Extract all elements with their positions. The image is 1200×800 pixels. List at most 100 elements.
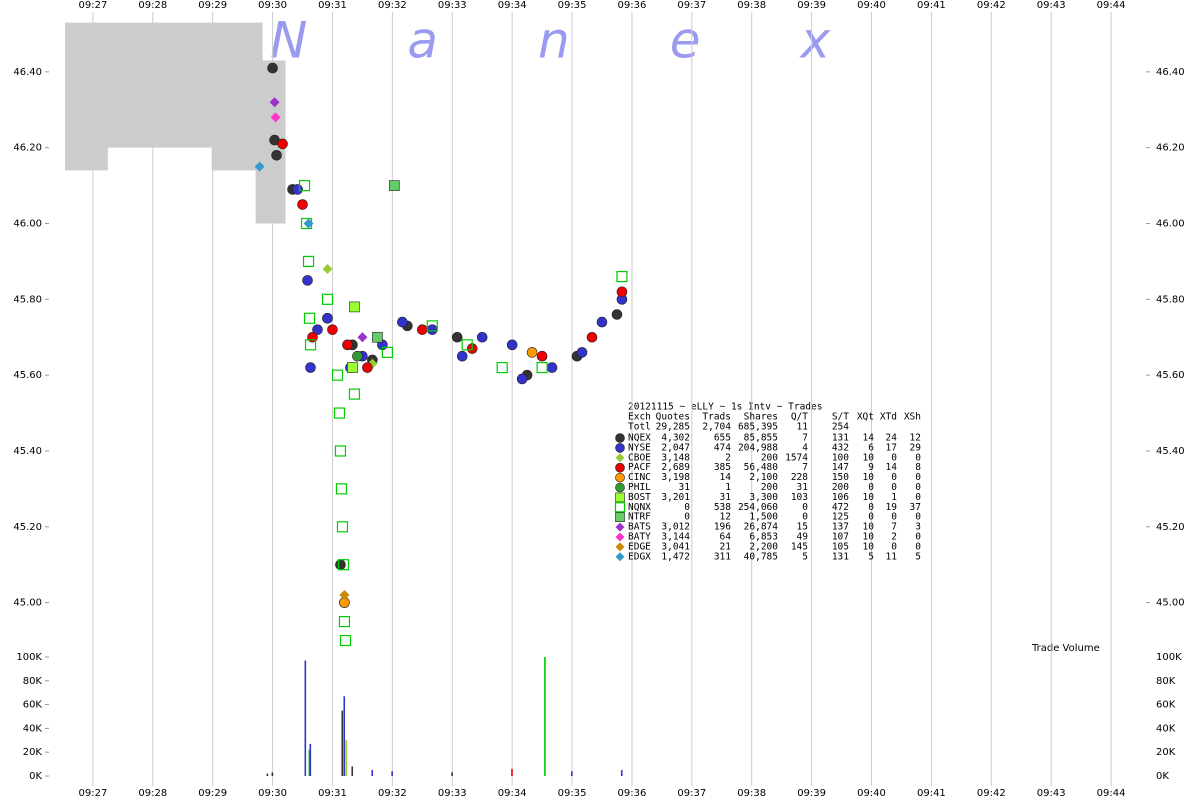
trade-marker xyxy=(362,362,373,373)
trade-marker xyxy=(546,362,558,373)
trade-marker xyxy=(334,445,347,457)
legend-cell: 254 xyxy=(832,422,849,433)
legend-cell: 2,200 xyxy=(749,541,778,552)
trade-marker xyxy=(372,331,383,343)
x-tick-label: 09:42 xyxy=(977,0,1006,11)
legend-cell: 3,012 xyxy=(661,522,690,533)
x-tick-label: 09:30 xyxy=(258,788,287,799)
trade-marker xyxy=(297,199,308,210)
legend-cell: 4 xyxy=(802,442,808,453)
legend-cell: 24 xyxy=(886,433,898,444)
x-tick-label: 09:28 xyxy=(138,788,167,799)
legend-cell: 685,395 xyxy=(738,422,778,433)
trade-marker xyxy=(269,97,280,108)
volume-bar xyxy=(266,773,269,776)
legend-cell: 655 xyxy=(714,433,731,444)
x-tick-label: 09:36 xyxy=(618,0,647,11)
volume-bar xyxy=(620,770,623,776)
legend-name: BATS xyxy=(628,522,651,533)
volume-bar xyxy=(544,657,546,776)
trade-marker xyxy=(254,161,265,172)
legend-cell: 3 xyxy=(915,522,921,533)
legend-cell: 37 xyxy=(910,502,921,513)
legend-cell: 0 xyxy=(915,541,921,552)
legend-cell: 10 xyxy=(863,452,875,463)
trade-marker xyxy=(302,255,315,268)
y-tick-label: 45.00 xyxy=(1156,598,1185,609)
legend-cell: 4,302 xyxy=(661,433,690,444)
legend-name: NQEX xyxy=(628,433,651,444)
trade-marker xyxy=(586,331,598,343)
legend-cell: 1574 xyxy=(785,452,808,463)
y-tick-label: 46.00 xyxy=(1156,219,1185,230)
legend-name: NQNX xyxy=(628,502,651,513)
legend-marker xyxy=(614,502,626,513)
trade-marker xyxy=(298,179,311,192)
x-tick-label: 09:41 xyxy=(917,0,946,11)
legend-cell: 145 xyxy=(791,541,808,552)
watermark: Nanex xyxy=(270,12,930,70)
legend-cell: 1,472 xyxy=(661,551,690,562)
legend-cell: 6,853 xyxy=(749,532,778,543)
legend-marker xyxy=(615,453,625,463)
trade-marker xyxy=(461,339,473,351)
legend-name: BATY xyxy=(628,532,651,543)
legend-cell: 15 xyxy=(797,522,808,533)
legend-cell: 0 xyxy=(802,502,808,513)
y-tick-label: 45.40 xyxy=(1156,446,1185,457)
legend-cell: 5 xyxy=(868,551,874,562)
x-tick-label: 09:38 xyxy=(737,0,766,11)
trade-marker xyxy=(536,361,548,374)
legend-name: EDGE xyxy=(628,541,651,552)
volume-bar xyxy=(511,768,513,776)
legend-cell: 7 xyxy=(802,433,808,444)
volume-tick-label: 0K xyxy=(1156,771,1169,782)
legend-cell: 0 xyxy=(915,482,921,493)
legend-cell: 64 xyxy=(720,532,732,543)
trade-marker xyxy=(303,312,316,324)
volume-bar xyxy=(343,696,346,776)
x-tick-label: 09:27 xyxy=(78,0,107,11)
trade-marker xyxy=(304,339,317,351)
legend-cell: 147 xyxy=(832,462,849,473)
legend-cell: 105 xyxy=(832,541,849,552)
legend-cell: 228 xyxy=(791,472,808,483)
quote-spread xyxy=(64,22,286,224)
legend-cell: 12 xyxy=(720,512,731,523)
legend-marker xyxy=(615,522,625,532)
x-tick-label: 09:37 xyxy=(677,788,706,799)
y-tick-label: 45.40 xyxy=(13,446,42,457)
text-layer: 09:27 09:27 09:28 09:28 09:29 09:29 09:30 09:30… xyxy=(13,0,1184,799)
volume-tick-label: 40K xyxy=(1156,723,1176,734)
legend-cell: XQt xyxy=(857,412,874,423)
legend-cell: 204,988 xyxy=(738,442,778,453)
volume-bar xyxy=(271,772,274,776)
x-tick-label: 09:42 xyxy=(977,788,1006,799)
legend-cell: S/T xyxy=(832,412,849,423)
legend-marker xyxy=(615,462,625,473)
trade-marker xyxy=(536,350,548,362)
legend-cell: 0 xyxy=(891,452,897,463)
x-tick-label: 09:38 xyxy=(737,788,766,799)
legend-cell: 29 xyxy=(910,442,922,453)
legend-name: PACF xyxy=(628,462,651,473)
volume-bar xyxy=(391,771,393,776)
legend-cell: 6 xyxy=(868,442,874,453)
trade-marker xyxy=(267,62,278,74)
legend-name: NTRF xyxy=(628,512,651,523)
legend-cell: 5 xyxy=(915,551,921,562)
trade-marker xyxy=(348,388,361,400)
y-tick-label: 46.40 xyxy=(13,67,42,78)
trade-marker xyxy=(302,275,313,286)
legend-cell: 85,855 xyxy=(744,433,778,444)
legend-cell: 9 xyxy=(868,462,874,473)
trade-marker xyxy=(321,293,334,305)
x-tick-label: 09:39 xyxy=(797,788,826,799)
y-tick-label: 45.80 xyxy=(1156,294,1185,305)
legend-name: NYSE xyxy=(628,442,651,453)
trade-marker xyxy=(456,350,468,362)
trade-marker xyxy=(339,590,350,601)
legend-cell: 3,148 xyxy=(661,452,690,463)
trade-marker xyxy=(506,339,518,351)
